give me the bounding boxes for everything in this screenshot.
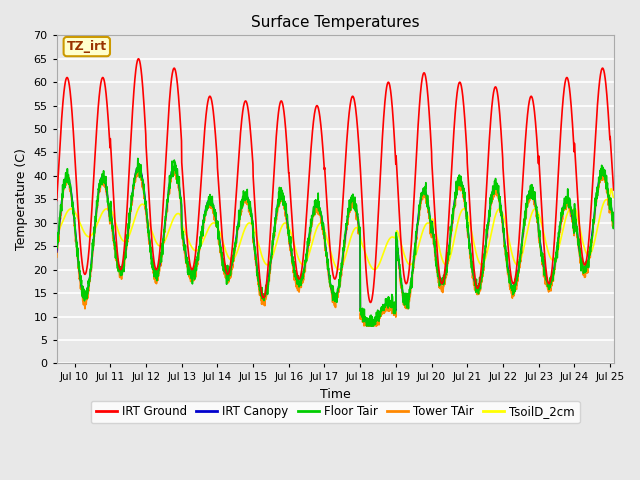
Text: TZ_irt: TZ_irt	[67, 40, 107, 53]
Title: Surface Temperatures: Surface Temperatures	[251, 15, 419, 30]
Legend: IRT Ground, IRT Canopy, Floor Tair, Tower TAir, TsoilD_2cm: IRT Ground, IRT Canopy, Floor Tair, Towe…	[91, 401, 579, 423]
Y-axis label: Temperature (C): Temperature (C)	[15, 148, 28, 250]
X-axis label: Time: Time	[320, 388, 351, 401]
